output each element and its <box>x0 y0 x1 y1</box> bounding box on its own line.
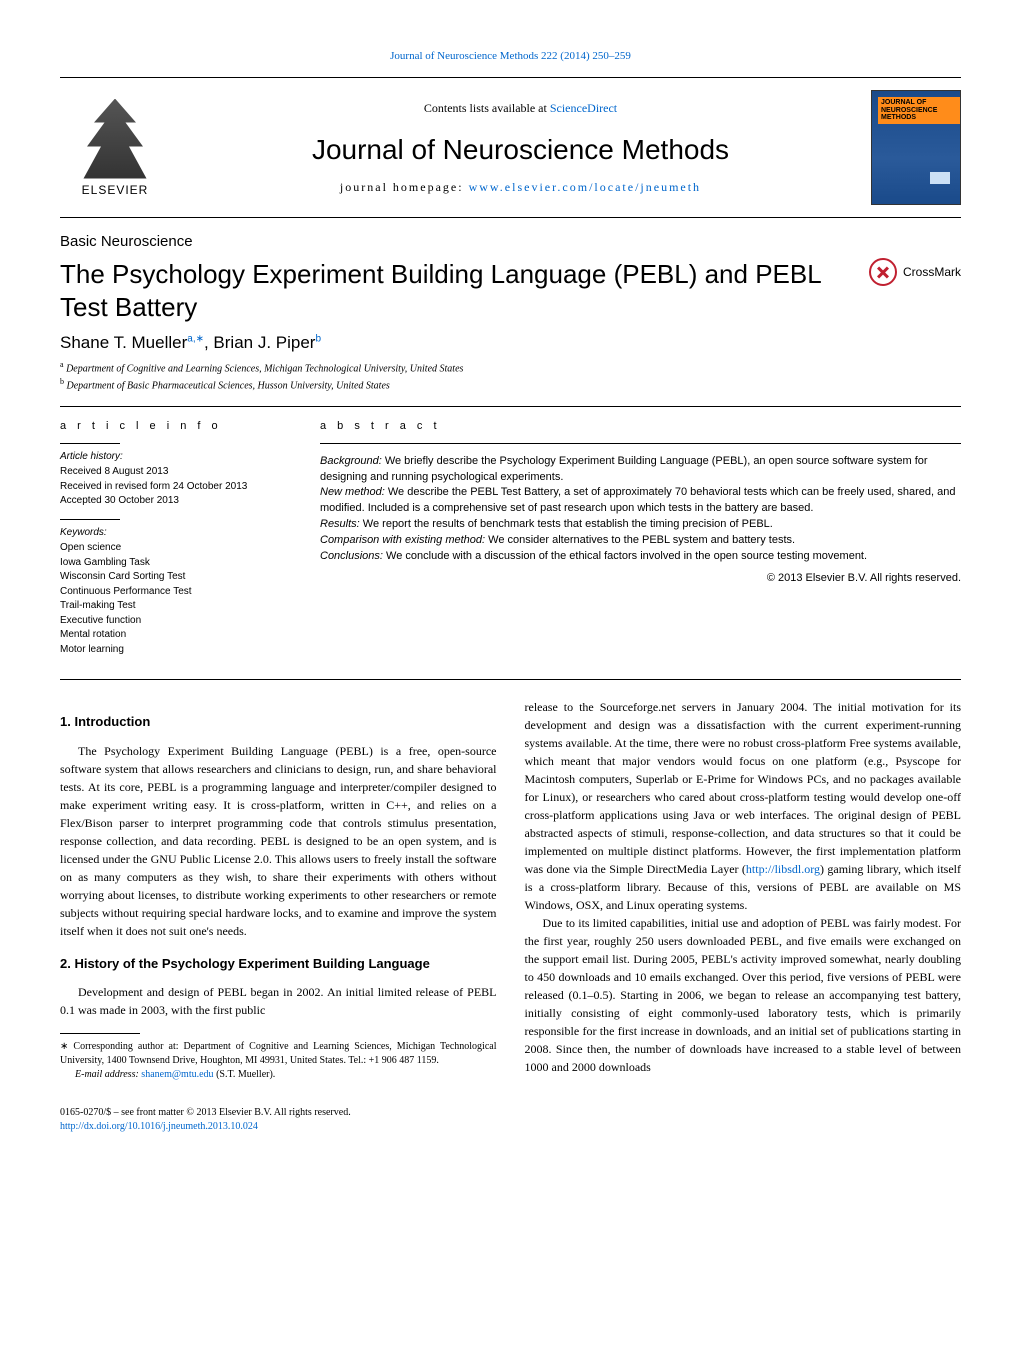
abs-results-label: Results: <box>320 518 360 530</box>
abs-newmethod: We describe the PEBL Test Battery, a set… <box>320 486 956 514</box>
abstract-copyright: © 2013 Elsevier B.V. All rights reserved… <box>320 571 961 587</box>
affiliations: a Department of Cognitive and Learning S… <box>60 359 961 394</box>
divider <box>60 679 961 680</box>
abstract: a b s t r a c t Background: We briefly d… <box>320 419 961 667</box>
affiliation-b: Department of Basic Pharmaceutical Scien… <box>67 381 390 392</box>
abs-newmethod-label: New method: <box>320 486 385 498</box>
keyword: Motor learning <box>60 643 290 658</box>
section-1-heading: 1. Introduction <box>60 712 497 732</box>
divider <box>60 406 961 407</box>
footer: 0165-0270/$ – see front matter © 2013 El… <box>60 1106 961 1134</box>
author-b: , Brian J. Piper <box>204 333 316 352</box>
publisher-name: ELSEVIER <box>82 183 149 197</box>
crossmark-label: CrossMark <box>903 265 961 279</box>
section-2-heading: 2. History of the Psychology Experiment … <box>60 954 497 974</box>
libsdl-link[interactable]: http://libsdl.org <box>746 862 820 876</box>
homepage-link[interactable]: www.elsevier.com/locate/jneumeth <box>469 180 702 194</box>
fn-email-link[interactable]: shanem@mtu.edu <box>141 1069 213 1080</box>
author-a: Shane T. Mueller <box>60 333 187 352</box>
keyword: Open science <box>60 541 290 556</box>
abs-conclusions-label: Conclusions: <box>320 550 383 562</box>
body-p2: Development and design of PEBL began in … <box>60 983 497 1019</box>
homepage-prefix: journal homepage: <box>340 180 469 194</box>
info-heading: a r t i c l e i n f o <box>60 419 290 435</box>
keyword: Continuous Performance Test <box>60 585 290 600</box>
crossmark-icon <box>869 258 897 286</box>
abs-conclusions: We conclude with a discussion of the eth… <box>383 550 867 562</box>
crossmark-badge[interactable]: CrossMark <box>869 258 961 286</box>
body-p3: release to the Sourceforge.net servers i… <box>525 698 962 914</box>
keywords-label: Keywords: <box>60 526 290 541</box>
contents-prefix: Contents lists available at <box>424 101 550 115</box>
contents-line: Contents lists available at ScienceDirec… <box>170 101 871 116</box>
header-citation[interactable]: Journal of Neuroscience Methods 222 (201… <box>60 50 961 62</box>
keyword: Mental rotation <box>60 628 290 643</box>
author-b-sup: b <box>315 333 321 344</box>
abs-results: We report the results of benchmark tests… <box>360 518 773 530</box>
info-hr <box>60 443 120 444</box>
authors: Shane T. Muellera,∗, Brian J. Piperb <box>60 333 961 353</box>
affiliation-a: Department of Cognitive and Learning Sci… <box>66 363 463 374</box>
masthead-center: Contents lists available at ScienceDirec… <box>170 101 871 195</box>
history-revised: Received in revised form 24 October 2013 <box>60 480 290 495</box>
abs-comparison: We consider alternatives to the PEBL sys… <box>485 534 795 546</box>
article-title: The Psychology Experiment Building Langu… <box>60 258 869 323</box>
journal-name: Journal of Neuroscience Methods <box>170 134 871 166</box>
body-columns: 1. Introduction The Psychology Experimen… <box>60 698 961 1082</box>
article-info: a r t i c l e i n f o Article history: R… <box>60 419 290 667</box>
abs-background: We briefly describe the Psychology Exper… <box>320 455 928 483</box>
body-p1: The Psychology Experiment Building Langu… <box>60 742 497 940</box>
footnote-rule <box>60 1033 140 1034</box>
cover-label: JOURNAL OF NEUROSCIENCE METHODS <box>878 97 960 124</box>
history-received: Received 8 August 2013 <box>60 465 290 480</box>
history-accepted: Accepted 30 October 2013 <box>60 494 290 509</box>
homepage-line: journal homepage: www.elsevier.com/locat… <box>170 180 871 195</box>
info-hr <box>60 519 120 520</box>
journal-cover-thumb: JOURNAL OF NEUROSCIENCE METHODS <box>871 90 961 205</box>
masthead: ELSEVIER Contents lists available at Sci… <box>60 77 961 218</box>
keyword: Iowa Gambling Task <box>60 556 290 571</box>
footer-issn: 0165-0270/$ – see front matter © 2013 El… <box>60 1106 961 1120</box>
fn-email-label: E-mail address: <box>75 1069 141 1080</box>
keyword: Executive function <box>60 614 290 629</box>
keyword: Wisconsin Card Sorting Test <box>60 570 290 585</box>
publisher-logo: ELSEVIER <box>60 93 170 203</box>
sciencedirect-link[interactable]: ScienceDirect <box>550 101 617 115</box>
history-label: Article history: <box>60 450 290 465</box>
body-p4: Due to its limited capabilities, initial… <box>525 914 962 1076</box>
author-a-sup: a,∗ <box>187 333 204 344</box>
fn-email-suffix: (S.T. Mueller). <box>214 1069 276 1080</box>
abstract-hr <box>320 443 961 444</box>
footnotes: ∗ Corresponding author at: Department of… <box>60 1040 497 1082</box>
body-p3a: release to the Sourceforge.net servers i… <box>525 700 962 876</box>
abstract-heading: a b s t r a c t <box>320 419 961 435</box>
elsevier-tree-icon <box>80 99 150 179</box>
cover-box-icon <box>930 172 950 184</box>
abs-comparison-label: Comparison with existing method: <box>320 534 485 546</box>
keyword: Trail-making Test <box>60 599 290 614</box>
fn-corr: Corresponding author at: Department of C… <box>60 1041 497 1066</box>
section-label: Basic Neuroscience <box>60 233 961 250</box>
abs-background-label: Background: <box>320 455 382 467</box>
doi-link[interactable]: http://dx.doi.org/10.1016/j.jneumeth.201… <box>60 1121 258 1132</box>
